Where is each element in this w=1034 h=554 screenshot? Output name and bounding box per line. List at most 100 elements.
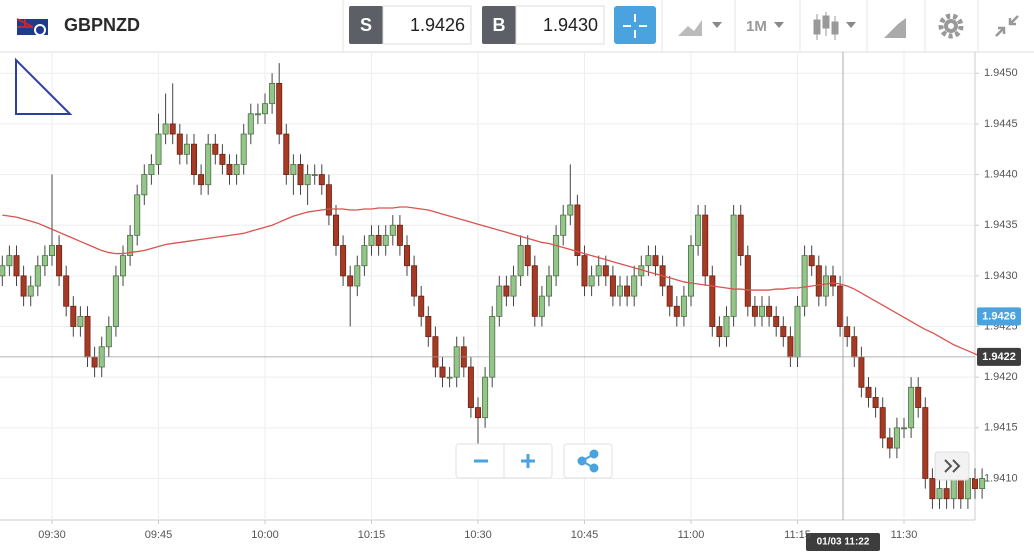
candle-body — [602, 265, 609, 277]
candle-body — [219, 153, 226, 165]
dropdown-arrow[interactable] — [712, 22, 722, 28]
candle-body — [787, 336, 794, 358]
x-tick-label: 09:30 — [38, 529, 66, 541]
candle-body — [822, 275, 829, 297]
y-tick-label: 1.9435 — [984, 219, 1018, 231]
crosshair-icon — [623, 14, 647, 38]
sell-price-box[interactable] — [382, 5, 472, 45]
candle-body — [467, 366, 474, 408]
candle-body — [886, 437, 893, 449]
share-icon — [577, 449, 599, 473]
candle-body — [403, 245, 410, 267]
candle-body — [439, 366, 446, 378]
sell-price[interactable]: 1.9426 — [410, 15, 465, 35]
candle-body — [127, 234, 134, 257]
candle-body — [418, 295, 425, 317]
candle-body — [858, 356, 865, 388]
candle-body — [759, 305, 766, 317]
buy-label[interactable]: B — [493, 15, 506, 35]
candle-body — [112, 275, 119, 327]
candle-body — [56, 245, 63, 277]
candle-body — [190, 143, 197, 175]
settings-icon[interactable] — [938, 13, 964, 39]
dropdown-arrow[interactable] — [846, 22, 856, 28]
y-tick-label: 1.9410 — [984, 472, 1018, 484]
candle-body — [950, 478, 957, 500]
candle-body — [411, 265, 418, 297]
candle-body — [13, 255, 20, 277]
candle-body — [347, 275, 354, 287]
candle-body — [375, 234, 382, 246]
symbol: GBPNZD — [64, 15, 140, 35]
candle-body — [120, 255, 127, 277]
candle-body — [929, 478, 936, 500]
candle-body — [247, 113, 254, 135]
zoom-in[interactable] — [521, 454, 535, 468]
candle-body — [198, 174, 205, 186]
candle-body — [588, 275, 595, 287]
buy-button[interactable] — [482, 6, 516, 44]
candle-body — [318, 174, 325, 186]
share-button[interactable] — [563, 443, 613, 479]
candle-body — [261, 103, 268, 115]
sell-label[interactable]: S — [360, 15, 372, 35]
triangle-drawing[interactable] — [15, 57, 73, 115]
candle-body — [134, 194, 141, 236]
candle-body — [901, 427, 908, 430]
candle-body — [453, 346, 460, 378]
dropdown-arrow[interactable] — [774, 22, 784, 28]
candle-body — [382, 234, 389, 246]
candle-body — [908, 386, 915, 429]
candle-body — [773, 315, 780, 327]
candle-body — [49, 245, 56, 257]
timeframe[interactable]: 1M — [746, 18, 767, 35]
candle-body — [162, 123, 169, 135]
candle-body — [425, 315, 432, 338]
x-tick-label: 11:15 — [784, 529, 811, 541]
candle-body — [205, 143, 212, 186]
candle-body — [652, 255, 659, 267]
candle-body — [240, 133, 247, 165]
candle-body — [283, 133, 290, 175]
buy-price-box[interactable] — [515, 5, 605, 45]
candle-body — [226, 164, 233, 175]
candle-body — [624, 285, 631, 297]
candle-body — [269, 83, 276, 105]
candle-body — [354, 265, 361, 287]
candle-body — [879, 407, 886, 439]
candle-body — [432, 336, 439, 368]
candle-body — [780, 326, 787, 338]
plot — [0, 63, 986, 509]
candle-body — [141, 174, 148, 196]
candle-body — [915, 386, 922, 408]
candle-body — [972, 478, 979, 489]
candle-body — [553, 234, 560, 277]
candle-body — [254, 113, 261, 116]
candle-body — [496, 285, 503, 317]
candle-body — [176, 133, 183, 155]
chart-type-icon[interactable] — [678, 20, 702, 36]
current-price-badge — [977, 307, 1021, 326]
sell-button[interactable] — [349, 6, 383, 44]
candle-body — [183, 143, 190, 155]
candle-body — [936, 488, 943, 500]
candle-body — [332, 214, 339, 246]
draw-icon[interactable] — [884, 18, 906, 38]
candle-body — [503, 285, 510, 297]
candle-body — [617, 285, 624, 297]
candle-body — [297, 164, 304, 186]
candle-body — [609, 275, 616, 297]
candle-body — [865, 386, 872, 398]
candle-body — [830, 275, 837, 287]
candle-body — [631, 275, 638, 297]
collapse-icon[interactable] — [995, 15, 1019, 37]
candle-body — [538, 295, 545, 317]
candle-body — [34, 265, 41, 287]
candle-body — [41, 255, 48, 267]
candle-icon[interactable] — [813, 12, 839, 40]
x-tick-label: 10:45 — [571, 529, 599, 541]
candle-body — [105, 326, 112, 348]
crosshair-button[interactable] — [614, 6, 656, 44]
current-price: 1.9426 — [982, 310, 1016, 322]
buy-price[interactable]: 1.9430 — [543, 15, 598, 35]
